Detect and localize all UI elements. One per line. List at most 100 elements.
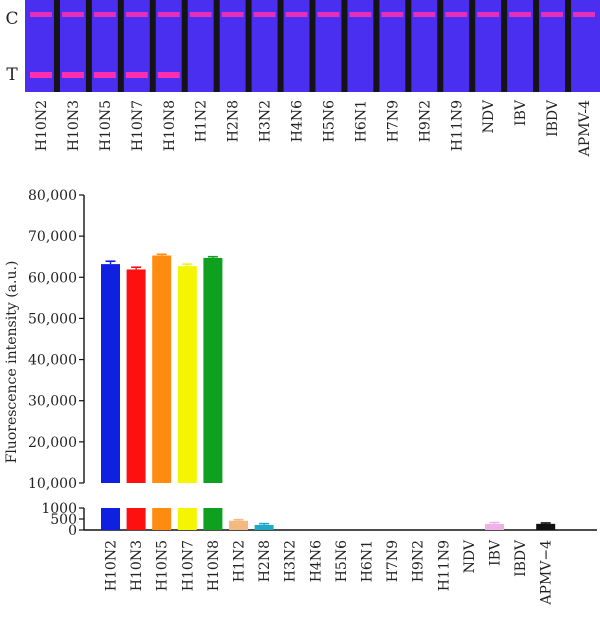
- test-band: [30, 72, 52, 78]
- strip-label: H3N2: [258, 100, 274, 142]
- control-band: [381, 12, 404, 17]
- strip-label: H9N2: [417, 100, 433, 142]
- strip-label: H4N6: [290, 100, 306, 142]
- test-band: [93, 72, 116, 78]
- strip-label: H10N7: [130, 100, 146, 151]
- strip-label: H10N5: [98, 100, 114, 151]
- x-tick-label: IBV: [488, 539, 504, 566]
- strip-label: IBDV: [545, 99, 561, 137]
- control-band: [349, 12, 372, 17]
- y-tick-label: 80,000: [28, 188, 77, 204]
- y-tick-label: 60,000: [28, 270, 77, 286]
- strip-label: H1N2: [194, 100, 210, 142]
- y-tick-label: 40,000: [28, 353, 77, 369]
- x-tick-label: H7N9: [385, 540, 401, 582]
- strip-divider: [533, 0, 540, 92]
- x-tick-label: H6N1: [360, 540, 376, 582]
- strip-divider: [373, 0, 380, 92]
- y-tick-label: 0: [68, 523, 77, 539]
- control-band: [445, 12, 468, 17]
- bar-lower-segment: [101, 508, 120, 530]
- control-band: [317, 12, 340, 17]
- bar: [101, 264, 120, 483]
- control-band: [509, 12, 532, 17]
- bar: [203, 257, 223, 483]
- x-tick-label: IBDV: [513, 539, 529, 577]
- x-tick-label: H10N8: [206, 540, 222, 591]
- bar: [152, 255, 172, 483]
- control-band: [221, 12, 244, 17]
- control-band: [413, 12, 436, 17]
- bar: [229, 520, 248, 530]
- control-band: [477, 12, 500, 17]
- bar-lower-segment: [126, 508, 146, 530]
- control-band: [93, 12, 116, 17]
- y-axis-title: Fluorescence intensity (a.u.): [4, 261, 20, 464]
- bar-lower-segment: [177, 508, 197, 530]
- y-tick-label: 70,000: [28, 229, 77, 245]
- bar-lower-segment: [152, 508, 172, 530]
- test-band: [61, 72, 84, 78]
- strip-label: NDV: [481, 99, 497, 133]
- x-tick-label: H10N2: [104, 540, 120, 591]
- strip-label: H10N2: [34, 100, 50, 151]
- y-tick-label: 10,000: [28, 476, 77, 492]
- strip-divider: [309, 0, 316, 92]
- test-band: [157, 72, 180, 78]
- strip-divider: [405, 0, 412, 92]
- strip-label: H6N1: [353, 100, 369, 142]
- strip-divider: [213, 0, 220, 92]
- control-band: [189, 12, 212, 17]
- x-tick-label: H5N6: [334, 540, 350, 582]
- strip-divider: [341, 0, 348, 92]
- bar: [536, 523, 556, 530]
- x-tick-label: H10N5: [155, 540, 171, 591]
- strip-divider: [85, 0, 92, 92]
- x-tick-label: H4N6: [308, 540, 324, 582]
- y-tick-label: 1000: [41, 501, 77, 517]
- strip-label: H10N3: [66, 100, 82, 151]
- bar-lower-segment: [203, 508, 223, 530]
- strip-divider: [181, 0, 188, 92]
- control-line-label: C: [5, 9, 18, 29]
- control-band: [253, 12, 276, 17]
- strip-divider: [469, 0, 476, 92]
- strip-label: H2N8: [226, 100, 242, 142]
- strip-divider: [117, 0, 124, 92]
- strip-label: IBV: [513, 99, 529, 126]
- x-tick-label: H11N9: [436, 540, 452, 591]
- strip-divider: [277, 0, 284, 92]
- test-band: [125, 72, 148, 78]
- x-tick-label: APMV−4: [539, 540, 555, 606]
- strip-label: H7N9: [385, 100, 401, 142]
- x-tick-label: H3N2: [283, 540, 299, 582]
- strip-panel: H10N2 H10N3 H10N5 H10N7 H10N8 H1N2 H2N8 H3N2 H4N…: [25, 0, 600, 157]
- x-tick-label: H10N3: [129, 540, 145, 591]
- x-tick-label: H9N2: [411, 540, 427, 582]
- test-line-label: T: [6, 65, 18, 85]
- bar: [177, 266, 197, 483]
- strip-label: H5N6: [321, 100, 337, 142]
- y-tick-label: 500: [50, 512, 77, 528]
- control-band: [541, 12, 564, 17]
- strip-label: H10N8: [162, 100, 178, 151]
- bar: [254, 524, 274, 530]
- strip-divider: [565, 0, 572, 92]
- bar-chart: 10,000 20,000 30,000 40,000 50,000 60,000 70,0…: [28, 188, 597, 606]
- y-tick-label: 50,000: [28, 311, 77, 327]
- x-tick-label: H10N7: [180, 540, 196, 591]
- control-band: [573, 12, 595, 17]
- y-tick-label: 20,000: [28, 435, 77, 451]
- control-band: [125, 12, 148, 17]
- control-band: [30, 12, 52, 17]
- strip-divider: [501, 0, 508, 92]
- y-tick-label: 30,000: [28, 394, 77, 410]
- bar: [126, 269, 146, 483]
- x-tick-label: H2N8: [257, 540, 273, 582]
- strip-divider: [149, 0, 156, 92]
- strip-divider: [437, 0, 444, 92]
- control-band: [61, 12, 84, 17]
- strip-divider: [53, 0, 60, 92]
- bar: [485, 524, 504, 530]
